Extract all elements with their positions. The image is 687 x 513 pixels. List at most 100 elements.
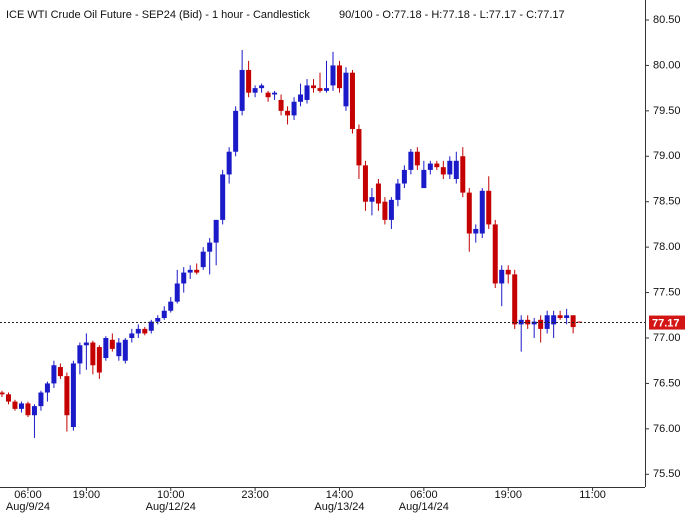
candle-body <box>285 110 291 116</box>
candle-body <box>272 92 278 95</box>
candle-body <box>408 151 414 170</box>
candle-body <box>382 201 388 220</box>
candle-body <box>473 228 479 234</box>
x-tick-label: 19:00 <box>73 489 101 501</box>
candle-body <box>479 190 485 234</box>
candle-body <box>77 345 83 364</box>
y-tick-label: 75.50 <box>653 468 681 480</box>
candle-body <box>64 376 70 416</box>
candle-body <box>103 337 109 358</box>
candle-body <box>233 110 239 152</box>
x-tick-label: 06:00 <box>410 489 438 501</box>
chart-subtitle: 90/100 - O:77.18 - H:77.18 - L:77.17 - C… <box>339 9 565 21</box>
last-price-box <box>649 315 685 330</box>
candle-body <box>330 65 336 86</box>
y-tick-label: 77.00 <box>653 332 681 344</box>
last-price-label: 77.17 <box>652 317 680 329</box>
candle-body <box>544 315 550 329</box>
candle-body <box>129 333 135 338</box>
candle-body <box>213 219 219 243</box>
candle-body <box>427 163 433 170</box>
y-tick-label: 78.50 <box>653 196 681 208</box>
candle-body <box>5 394 11 402</box>
candle-body <box>278 99 284 111</box>
candle-body <box>447 160 453 175</box>
candle-body <box>564 315 570 319</box>
candle-body <box>155 318 161 322</box>
candle-body <box>460 156 466 193</box>
candle-body <box>512 274 518 325</box>
y-tick-label: 78.00 <box>653 241 681 253</box>
candle-body <box>116 342 122 357</box>
candle-body <box>492 224 498 284</box>
candle-body <box>239 69 245 111</box>
candle-body <box>311 85 317 89</box>
x-tick-label: 06:00 <box>14 489 42 501</box>
candle-body <box>31 406 37 416</box>
candle-body <box>551 315 557 325</box>
candle-body <box>304 85 310 100</box>
candle-body <box>414 151 420 166</box>
candle-body <box>388 199 394 220</box>
candle-body <box>324 88 329 91</box>
candle-body <box>25 403 31 416</box>
candle-body <box>18 403 24 409</box>
candle-body <box>486 190 492 225</box>
chart-title: ICE WTI Crude Oil Future - SEP24 (Bid) -… <box>6 9 310 21</box>
x-date-label: Aug/12/24 <box>146 501 196 513</box>
candle-body <box>44 383 50 393</box>
candle-body <box>298 94 304 102</box>
candle-body <box>265 92 271 98</box>
x-date-label: Aug/14/24 <box>399 501 449 513</box>
candle-body <box>200 251 206 268</box>
candle-body <box>291 101 297 116</box>
x-date-label: Aug/13/24 <box>314 501 364 513</box>
y-tick-label: 80.50 <box>653 14 681 26</box>
candle-body <box>349 72 355 130</box>
candle-body <box>343 72 349 107</box>
candle-body <box>252 88 258 93</box>
candle-body <box>220 174 226 220</box>
candle-body <box>336 65 342 89</box>
candle-body <box>226 151 232 175</box>
candle-body <box>96 347 102 373</box>
candle-body <box>395 183 401 200</box>
candle-body <box>122 339 128 361</box>
candle-body <box>577 321 583 323</box>
candle-body <box>38 392 44 407</box>
y-tick-label: 79.00 <box>653 150 681 162</box>
candle-body <box>109 339 115 349</box>
candle-body <box>187 269 193 273</box>
candle-body <box>259 85 265 89</box>
candle-body <box>356 129 362 166</box>
candle-body <box>570 315 576 328</box>
y-tick-label: 77.50 <box>653 286 681 298</box>
x-tick-label: 10:00 <box>157 489 185 501</box>
candle-body <box>51 365 57 384</box>
y-tick-label: 80.00 <box>653 59 681 71</box>
candle-body <box>375 183 381 204</box>
candle-body <box>557 315 563 319</box>
candle-body <box>505 269 511 275</box>
candle-body <box>0 392 5 395</box>
x-tick-label: 11:00 <box>579 489 606 501</box>
x-tick-label: 14:00 <box>326 489 354 501</box>
candle-body <box>538 319 544 329</box>
candle-body <box>194 269 200 273</box>
candle-body <box>466 192 472 234</box>
candle-body <box>440 167 446 175</box>
candle-body <box>83 342 89 346</box>
candle-body <box>70 363 76 428</box>
candle-body <box>499 269 505 284</box>
candle-body <box>317 88 323 91</box>
y-tick-label: 76.00 <box>653 423 681 435</box>
candle-body <box>174 283 180 302</box>
candle-body <box>421 169 427 189</box>
candle-body <box>90 342 96 366</box>
x-date-label: Aug/9/24 <box>6 501 50 513</box>
x-tick-label: 19:00 <box>494 489 522 501</box>
candle-body <box>168 301 174 311</box>
candle-body <box>12 401 18 409</box>
candle-body <box>57 367 63 377</box>
